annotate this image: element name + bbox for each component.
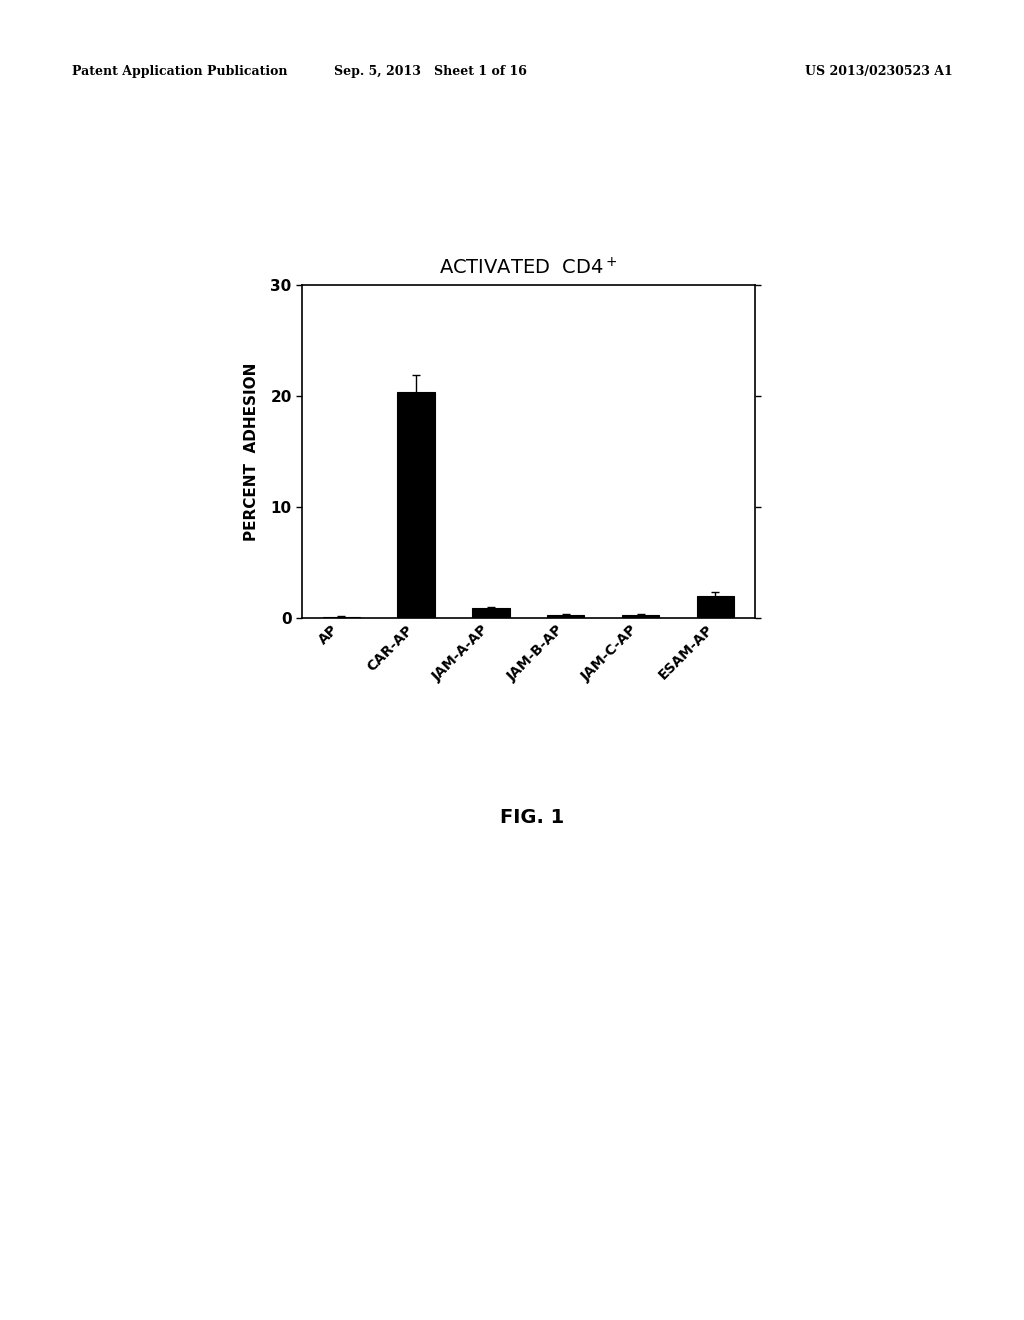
Y-axis label: PERCENT  ADHESION: PERCENT ADHESION xyxy=(244,362,259,541)
Bar xyxy=(622,615,659,618)
Text: FIG. 1: FIG. 1 xyxy=(501,808,564,826)
Text: Sep. 5, 2013   Sheet 1 of 16: Sep. 5, 2013 Sheet 1 of 16 xyxy=(334,65,526,78)
Bar xyxy=(397,392,435,618)
Text: Patent Application Publication: Patent Application Publication xyxy=(72,65,287,78)
Title: ACTIVATED  CD4$^+$: ACTIVATED CD4$^+$ xyxy=(439,256,617,279)
Bar xyxy=(696,595,734,618)
Text: US 2013/0230523 A1: US 2013/0230523 A1 xyxy=(805,65,952,78)
Bar xyxy=(472,609,510,618)
Bar xyxy=(547,615,585,618)
